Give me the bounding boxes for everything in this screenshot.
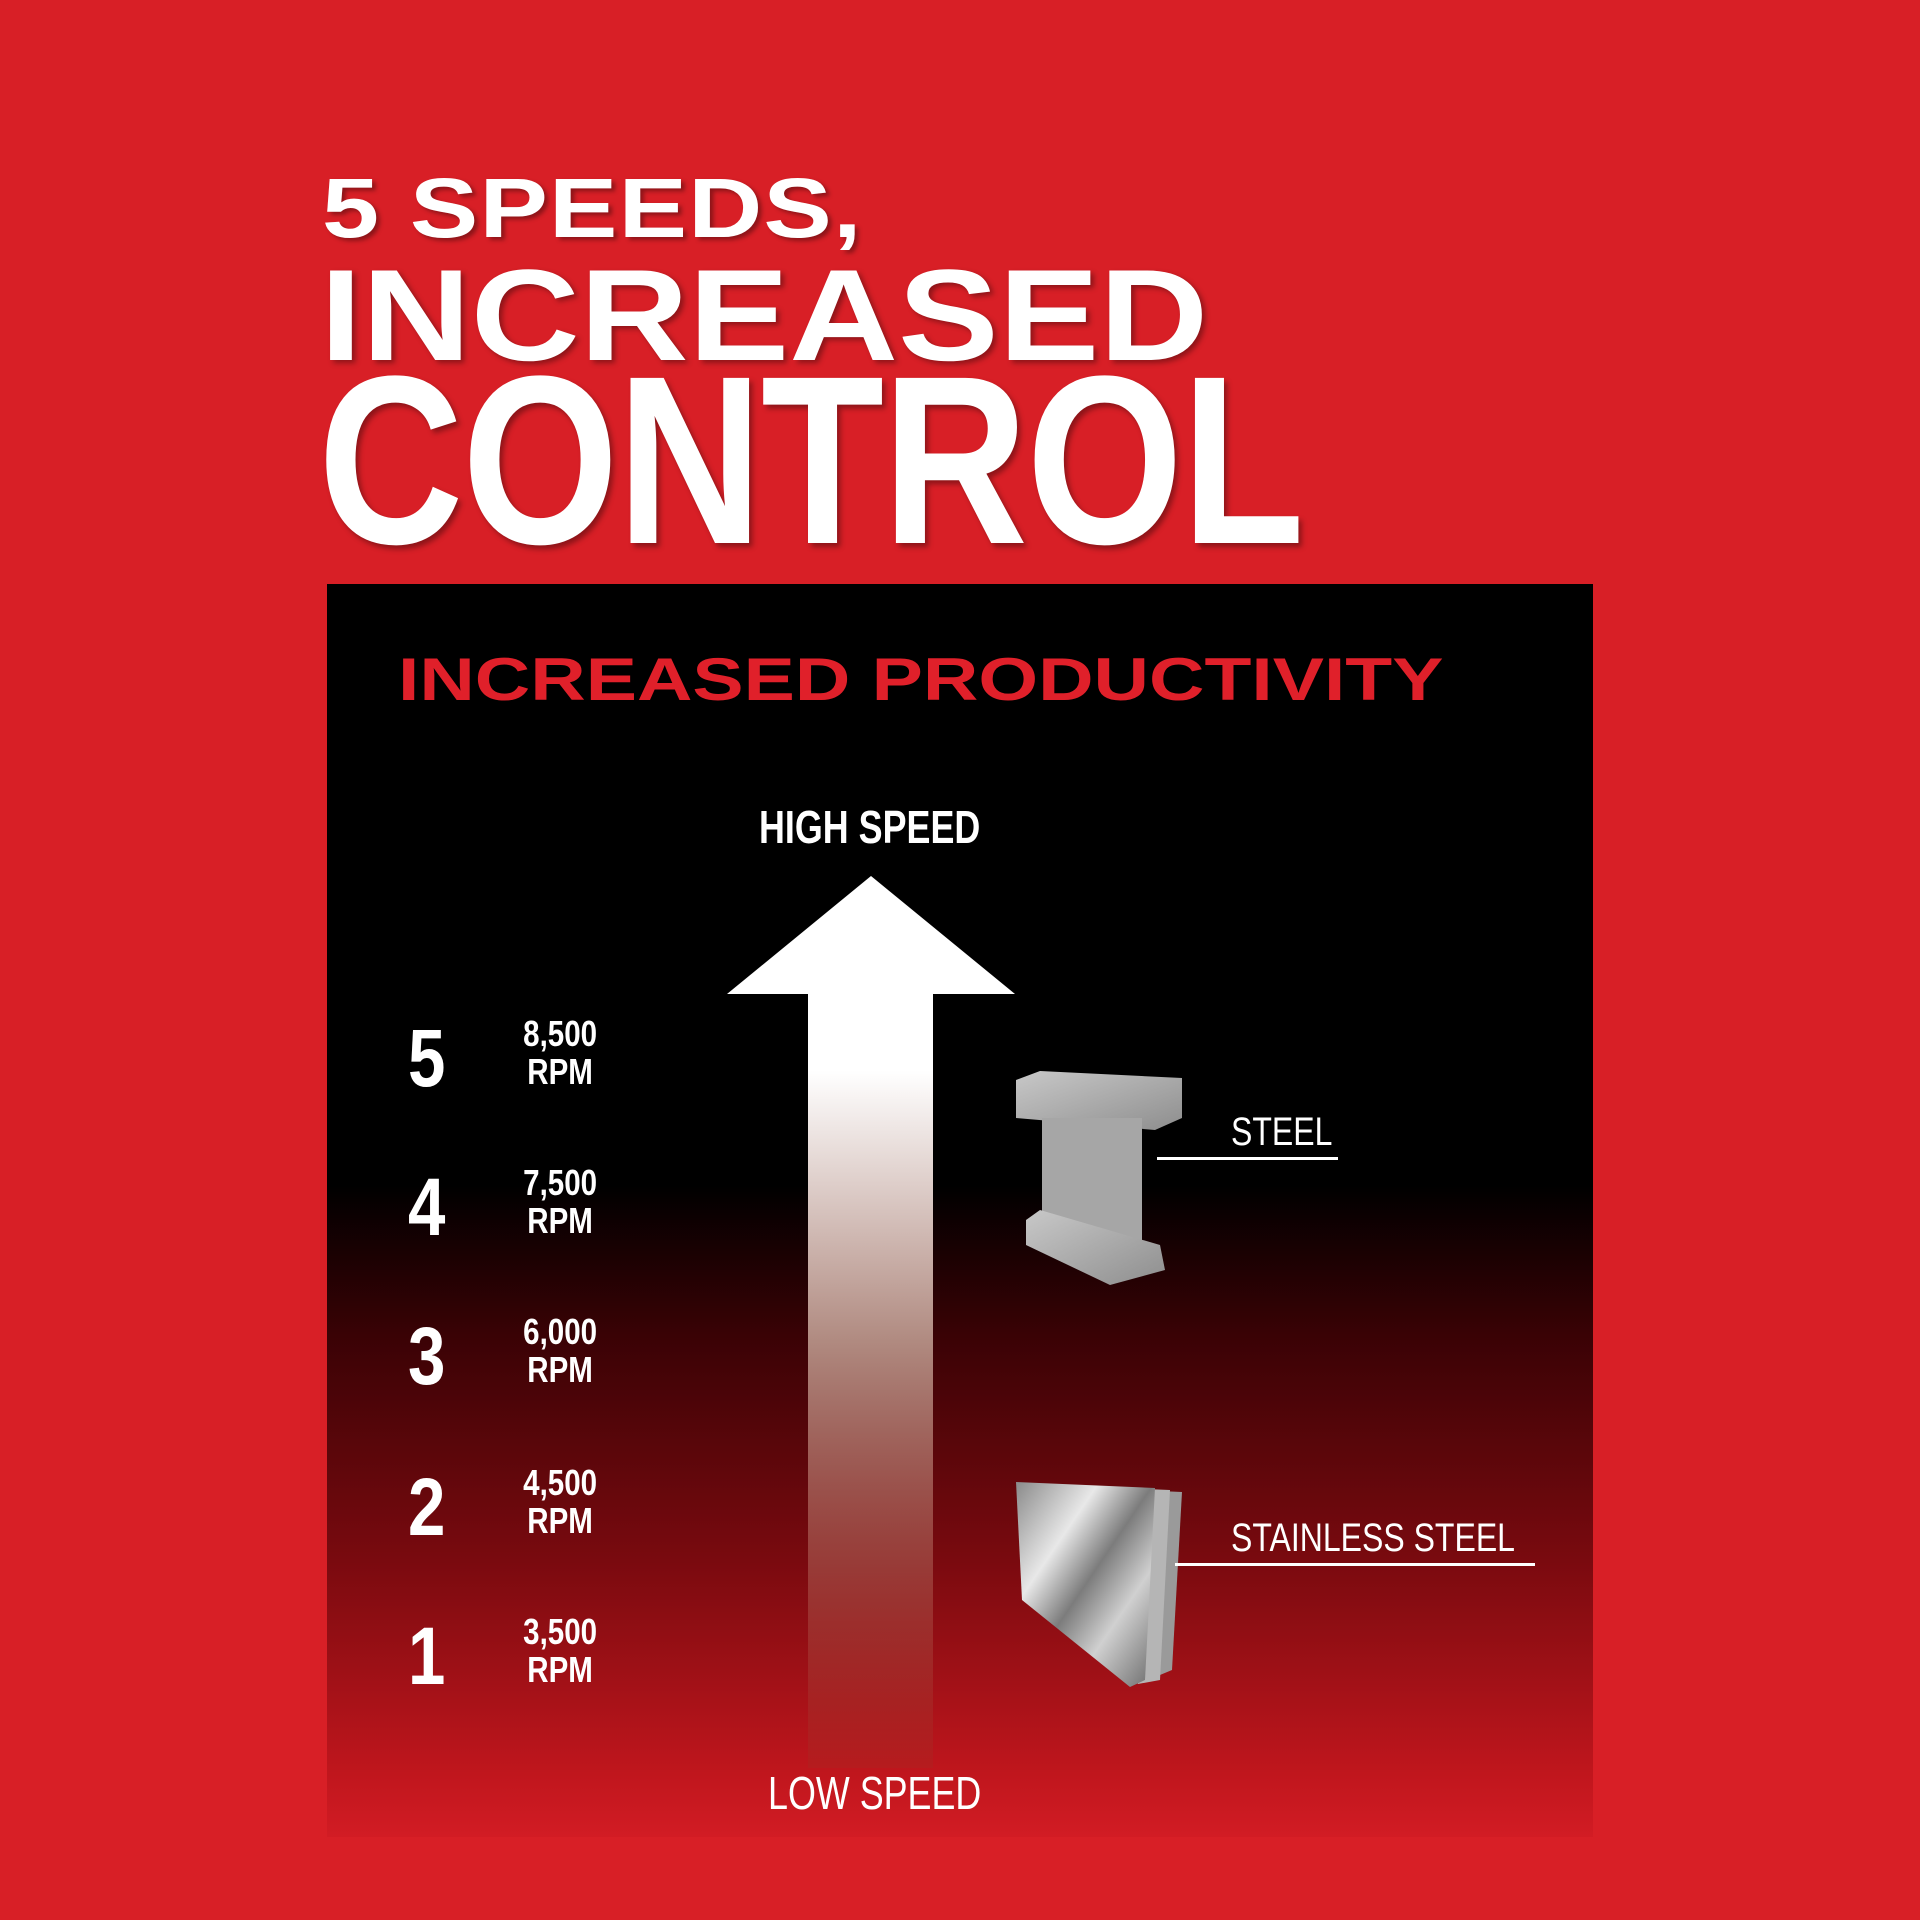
- speed-rpm-1: 3,500 RPM: [523, 1611, 598, 1690]
- material-label-steel: STEEL: [1231, 1110, 1333, 1154]
- headline-line-2: INCREASED: [320, 242, 1209, 388]
- speed-rpm-4: 7,500 RPM: [523, 1162, 598, 1241]
- speed-setting-5: 5: [408, 1013, 446, 1104]
- speed-rpm-3: 6,000 RPM: [523, 1311, 598, 1390]
- panel-subtitle: INCREASED PRODUCTIVITY: [398, 646, 1444, 713]
- speed-rpm-2: 4,500 RPM: [523, 1462, 598, 1541]
- speed-setting-1: 1: [408, 1611, 446, 1702]
- stainless-leader-line: [1175, 1563, 1535, 1566]
- high-speed-label: HIGH SPEED: [759, 801, 981, 853]
- speed-setting-4: 4: [408, 1162, 446, 1253]
- low-speed-label: LOW SPEED: [768, 1767, 982, 1819]
- speed-setting-2: 2: [408, 1462, 446, 1553]
- metal-sheets-icon: [1016, 1482, 1182, 1687]
- speed-rpm-5: 8,500 RPM: [523, 1013, 598, 1092]
- speed-setting-3: 3: [408, 1311, 446, 1402]
- headline-line-3: CONTROL: [318, 326, 1305, 594]
- headline-line-1: 5 SPEEDS,: [322, 161, 863, 255]
- steel-leader-line: [1157, 1157, 1338, 1160]
- speed-panel: [327, 584, 1593, 1837]
- i-beam-icon: [1016, 1071, 1182, 1285]
- material-label-stainless-steel: STAINLESS STEEL: [1231, 1516, 1515, 1560]
